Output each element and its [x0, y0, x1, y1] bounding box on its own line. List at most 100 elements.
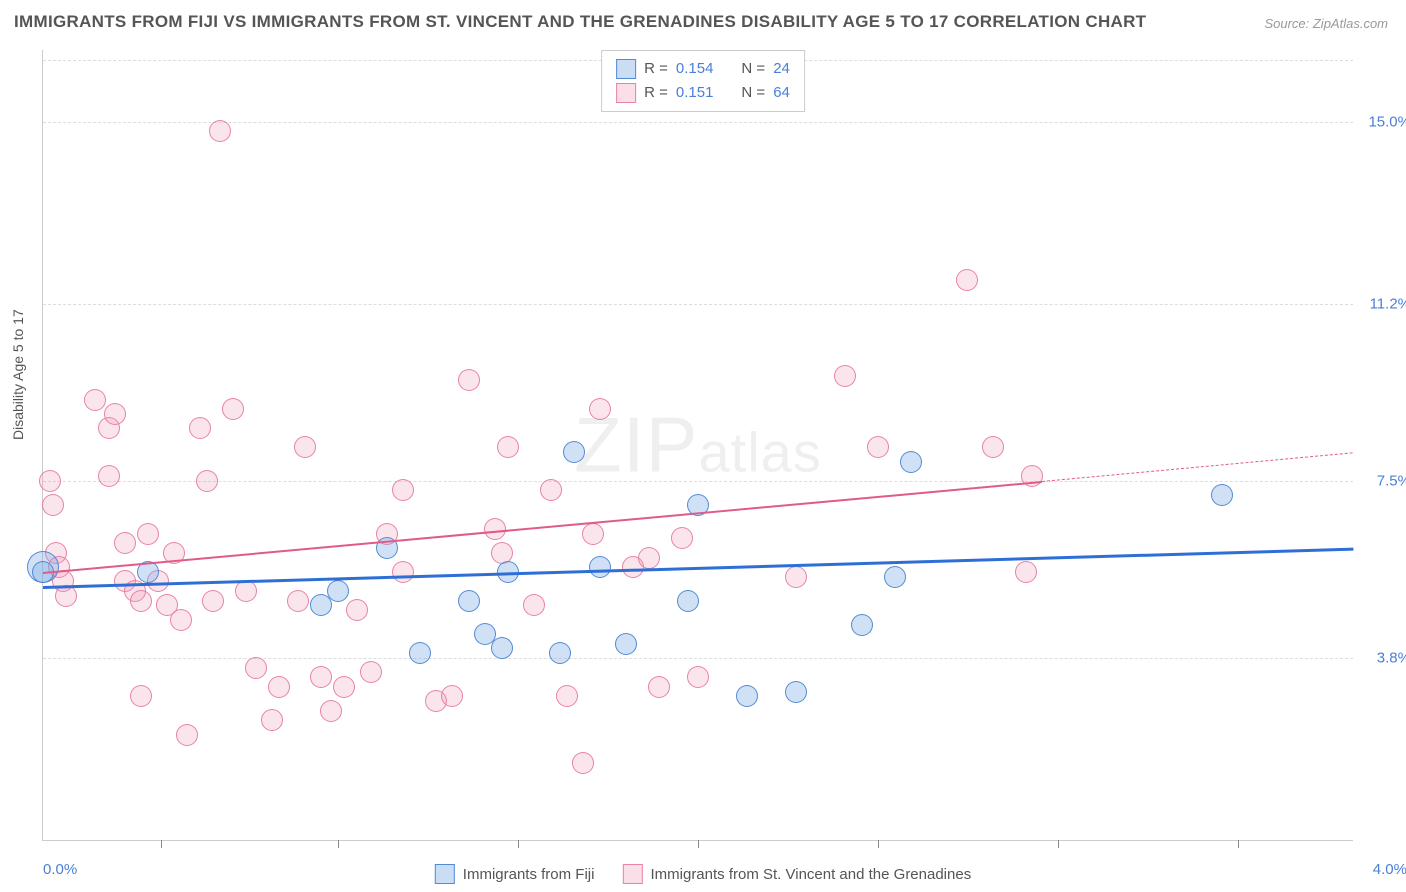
y-tick-label: 7.5% — [1377, 472, 1406, 489]
legend-row: R = 0.154 N = 24 — [616, 57, 790, 81]
data-point-blue — [900, 451, 922, 473]
data-point-pink — [572, 752, 594, 774]
data-point-pink — [392, 561, 414, 583]
data-point-pink — [497, 436, 519, 458]
data-point-pink — [834, 365, 856, 387]
data-point-pink — [170, 609, 192, 631]
legend-n-value: 24 — [773, 57, 790, 81]
gridline-h — [43, 658, 1353, 659]
data-point-blue — [327, 580, 349, 602]
data-point-pink — [458, 369, 480, 391]
data-point-blue — [458, 590, 480, 612]
data-point-pink — [523, 594, 545, 616]
legend-label: Immigrants from Fiji — [463, 866, 595, 883]
data-point-blue — [785, 681, 807, 703]
data-point-pink — [867, 436, 889, 458]
data-point-pink — [648, 676, 670, 698]
y-tick-label: 3.8% — [1377, 650, 1406, 667]
data-point-blue — [851, 614, 873, 636]
data-point-pink — [287, 590, 309, 612]
data-point-pink — [982, 436, 1004, 458]
legend-swatch — [616, 83, 636, 103]
data-point-blue — [736, 685, 758, 707]
data-point-pink — [261, 709, 283, 731]
legend-r-label: R = — [644, 57, 668, 81]
data-point-pink — [556, 685, 578, 707]
data-point-pink — [346, 599, 368, 621]
legend-r-value: 0.154 — [676, 57, 714, 81]
data-point-blue — [491, 637, 513, 659]
x-tick — [1238, 840, 1239, 848]
data-point-pink — [441, 685, 463, 707]
data-point-pink — [98, 465, 120, 487]
legend-n-value: 64 — [773, 81, 790, 105]
watermark: ZIPatlas — [574, 400, 822, 491]
data-point-pink — [320, 700, 342, 722]
data-point-pink — [176, 724, 198, 746]
data-point-pink — [671, 527, 693, 549]
data-point-pink — [189, 417, 211, 439]
watermark-atlas: atlas — [699, 421, 822, 484]
data-point-blue — [409, 642, 431, 664]
data-point-pink — [956, 269, 978, 291]
data-point-pink — [785, 566, 807, 588]
legend-swatch — [616, 59, 636, 79]
legend-item: Immigrants from St. Vincent and the Gren… — [622, 864, 971, 884]
legend-n-label: N = — [741, 81, 765, 105]
gridline-h — [43, 122, 1353, 123]
legend-n-label: N = — [741, 57, 765, 81]
data-point-pink — [333, 676, 355, 698]
data-point-pink — [42, 494, 64, 516]
legend-row: R = 0.151 N = 64 — [616, 81, 790, 105]
data-point-pink — [1015, 561, 1037, 583]
data-point-pink — [245, 657, 267, 679]
data-point-pink — [310, 666, 332, 688]
data-point-pink — [202, 590, 224, 612]
gridline-h — [43, 304, 1353, 305]
gridline-h — [43, 481, 1353, 482]
data-point-pink — [130, 590, 152, 612]
x-tick — [698, 840, 699, 848]
x-tick — [518, 840, 519, 848]
x-tick — [878, 840, 879, 848]
legend-label: Immigrants from St. Vincent and the Gren… — [650, 866, 971, 883]
data-point-pink — [268, 676, 290, 698]
data-point-pink — [540, 479, 562, 501]
data-point-blue — [563, 441, 585, 463]
legend-r-label: R = — [644, 81, 668, 105]
legend-item: Immigrants from Fiji — [435, 864, 595, 884]
data-point-pink — [196, 470, 218, 492]
data-point-blue — [677, 590, 699, 612]
x-tick — [1058, 840, 1059, 848]
legend-correlation: R = 0.154 N = 24 R = 0.151 N = 64 — [601, 50, 805, 112]
data-point-pink — [235, 580, 257, 602]
data-point-blue — [884, 566, 906, 588]
x-tick — [161, 840, 162, 848]
y-axis-label: Disability Age 5 to 17 — [10, 309, 26, 440]
plot-area: ZIPatlas 3.8%7.5%11.2%15.0%0.0%4.0% — [42, 50, 1353, 841]
trend-line — [1042, 452, 1353, 482]
data-point-pink — [114, 532, 136, 554]
chart-title: IMMIGRANTS FROM FIJI VS IMMIGRANTS FROM … — [14, 12, 1146, 32]
data-point-pink — [137, 523, 159, 545]
source-attribution: Source: ZipAtlas.com — [1264, 16, 1388, 31]
data-point-pink — [392, 479, 414, 501]
data-point-pink — [209, 120, 231, 142]
data-point-pink — [130, 685, 152, 707]
data-point-pink — [294, 436, 316, 458]
data-point-blue — [549, 642, 571, 664]
data-point-blue — [1211, 484, 1233, 506]
legend-r-value: 0.151 — [676, 81, 714, 105]
y-tick-label: 11.2% — [1370, 295, 1406, 312]
data-point-pink — [222, 398, 244, 420]
x-tick — [338, 840, 339, 848]
legend-series: Immigrants from Fiji Immigrants from St. … — [435, 864, 971, 884]
x-tick-label-left: 0.0% — [43, 861, 77, 878]
data-point-pink — [589, 398, 611, 420]
data-point-pink — [484, 518, 506, 540]
data-point-pink — [687, 666, 709, 688]
data-point-pink — [104, 403, 126, 425]
data-point-pink — [39, 470, 61, 492]
data-point-blue — [615, 633, 637, 655]
data-point-blue — [589, 556, 611, 578]
